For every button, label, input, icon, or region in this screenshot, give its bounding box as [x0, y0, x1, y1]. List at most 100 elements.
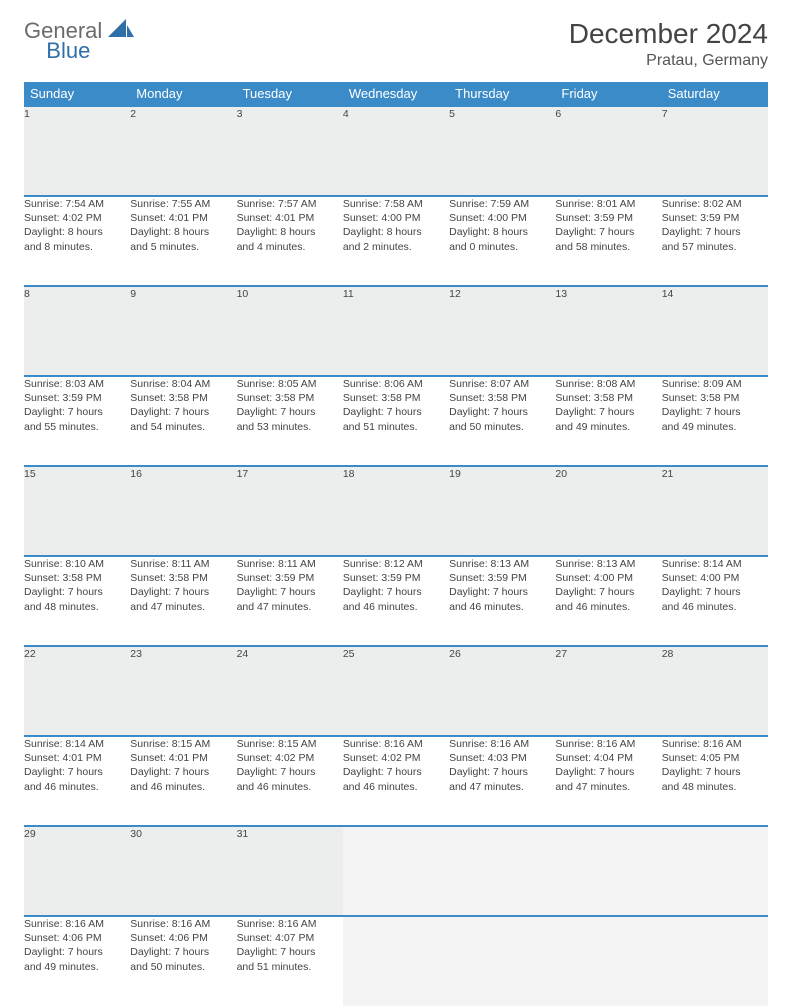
day-number: 16 — [130, 468, 142, 480]
day-data-cell: Sunrise: 8:02 AMSunset: 3:59 PMDaylight:… — [662, 196, 768, 286]
day-data-cell: Sunrise: 8:16 AMSunset: 4:07 PMDaylight:… — [237, 916, 343, 1006]
day-dl2: and 4 minutes. — [237, 240, 343, 254]
day-ss: Sunset: 3:59 PM — [343, 571, 449, 585]
day-data-cell: Sunrise: 8:16 AMSunset: 4:06 PMDaylight:… — [24, 916, 130, 1006]
day-sr: Sunrise: 8:13 AM — [555, 557, 661, 571]
daynum-row: 15161718192021 — [24, 466, 768, 556]
day-ss: Sunset: 3:58 PM — [555, 391, 661, 405]
day-ss: Sunset: 3:59 PM — [449, 571, 555, 585]
day-dl2: and 46 minutes. — [130, 780, 236, 794]
day-data-cell: Sunrise: 8:11 AMSunset: 3:58 PMDaylight:… — [130, 556, 236, 646]
day-number-cell: 13 — [555, 286, 661, 376]
day-data-cell: Sunrise: 8:11 AMSunset: 3:59 PMDaylight:… — [237, 556, 343, 646]
day-dl1: Daylight: 7 hours — [555, 405, 661, 419]
day-dl1: Daylight: 7 hours — [662, 585, 768, 599]
header: General Blue December 2024 Pratau, Germa… — [24, 18, 768, 70]
day-number: 17 — [237, 468, 249, 480]
day-ss: Sunset: 4:01 PM — [24, 751, 130, 765]
day-sr: Sunrise: 8:05 AM — [237, 377, 343, 391]
day-ss: Sunset: 4:02 PM — [24, 211, 130, 225]
day-dl2: and 57 minutes. — [662, 240, 768, 254]
day-dl1: Daylight: 7 hours — [237, 405, 343, 419]
day-dl1: Daylight: 8 hours — [130, 225, 236, 239]
day-dl2: and 2 minutes. — [343, 240, 449, 254]
weekday-header: Monday — [130, 82, 236, 106]
day-data-cell: Sunrise: 8:15 AMSunset: 4:01 PMDaylight:… — [130, 736, 236, 826]
day-ss: Sunset: 3:58 PM — [24, 571, 130, 585]
day-dl1: Daylight: 7 hours — [662, 405, 768, 419]
day-data-cell: Sunrise: 8:16 AMSunset: 4:03 PMDaylight:… — [449, 736, 555, 826]
day-dl2: and 49 minutes. — [555, 420, 661, 434]
day-number-cell: 12 — [449, 286, 555, 376]
day-number: 15 — [24, 468, 36, 480]
day-number-cell: 26 — [449, 646, 555, 736]
day-sr: Sunrise: 8:03 AM — [24, 377, 130, 391]
day-number-cell: 18 — [343, 466, 449, 556]
day-ss: Sunset: 3:58 PM — [343, 391, 449, 405]
day-number-cell — [662, 826, 768, 916]
day-number: 20 — [555, 468, 567, 480]
day-number: 21 — [662, 468, 674, 480]
day-sr: Sunrise: 8:16 AM — [343, 737, 449, 751]
day-sr: Sunrise: 8:15 AM — [130, 737, 236, 751]
day-dl2: and 46 minutes. — [237, 780, 343, 794]
day-data-cell: Sunrise: 7:58 AMSunset: 4:00 PMDaylight:… — [343, 196, 449, 286]
day-number-cell: 7 — [662, 106, 768, 196]
day-data-cell: Sunrise: 8:14 AMSunset: 4:01 PMDaylight:… — [24, 736, 130, 826]
day-number-cell: 9 — [130, 286, 236, 376]
day-data-cell: Sunrise: 8:12 AMSunset: 3:59 PMDaylight:… — [343, 556, 449, 646]
day-ss: Sunset: 3:59 PM — [662, 211, 768, 225]
day-ss: Sunset: 4:03 PM — [449, 751, 555, 765]
day-number: 29 — [24, 828, 36, 840]
day-dl2: and 55 minutes. — [24, 420, 130, 434]
logo-text-blue: Blue — [46, 38, 90, 64]
day-number: 1 — [24, 108, 30, 120]
day-dl1: Daylight: 7 hours — [555, 765, 661, 779]
day-data-cell: Sunrise: 8:10 AMSunset: 3:58 PMDaylight:… — [24, 556, 130, 646]
day-number-cell: 30 — [130, 826, 236, 916]
day-dl2: and 51 minutes. — [343, 420, 449, 434]
day-number: 6 — [555, 108, 561, 120]
day-sr: Sunrise: 7:59 AM — [449, 197, 555, 211]
weekday-header: Saturday — [662, 82, 768, 106]
day-number: 18 — [343, 468, 355, 480]
day-number-cell: 25 — [343, 646, 449, 736]
title-block: December 2024 Pratau, Germany — [569, 18, 768, 70]
day-dl1: Daylight: 7 hours — [449, 765, 555, 779]
day-sr: Sunrise: 8:15 AM — [237, 737, 343, 751]
day-ss: Sunset: 4:06 PM — [130, 931, 236, 945]
day-ss: Sunset: 4:00 PM — [449, 211, 555, 225]
day-number-cell — [449, 826, 555, 916]
day-number: 31 — [237, 828, 249, 840]
weekday-header: Wednesday — [343, 82, 449, 106]
day-dl1: Daylight: 7 hours — [343, 585, 449, 599]
day-dl1: Daylight: 7 hours — [343, 765, 449, 779]
day-dl2: and 47 minutes. — [449, 780, 555, 794]
day-data-cell: Sunrise: 8:16 AMSunset: 4:05 PMDaylight:… — [662, 736, 768, 826]
day-sr: Sunrise: 7:58 AM — [343, 197, 449, 211]
day-number-cell — [555, 826, 661, 916]
day-sr: Sunrise: 8:11 AM — [130, 557, 236, 571]
logo-sail-icon — [108, 19, 134, 44]
day-sr: Sunrise: 8:02 AM — [662, 197, 768, 211]
day-number-cell: 6 — [555, 106, 661, 196]
day-number-cell: 31 — [237, 826, 343, 916]
location-label: Pratau, Germany — [569, 52, 768, 70]
day-number-cell: 22 — [24, 646, 130, 736]
day-sr: Sunrise: 8:16 AM — [237, 917, 343, 931]
day-data-cell: Sunrise: 8:14 AMSunset: 4:00 PMDaylight:… — [662, 556, 768, 646]
day-number-cell — [343, 826, 449, 916]
day-data-cell: Sunrise: 8:15 AMSunset: 4:02 PMDaylight:… — [237, 736, 343, 826]
day-number: 26 — [449, 648, 461, 660]
day-sr: Sunrise: 8:16 AM — [662, 737, 768, 751]
day-number: 22 — [24, 648, 36, 660]
day-dl1: Daylight: 7 hours — [130, 405, 236, 419]
day-dl2: and 49 minutes. — [662, 420, 768, 434]
day-sr: Sunrise: 8:11 AM — [237, 557, 343, 571]
day-ss: Sunset: 3:58 PM — [449, 391, 555, 405]
data-row: Sunrise: 8:03 AMSunset: 3:59 PMDaylight:… — [24, 376, 768, 466]
day-ss: Sunset: 3:58 PM — [130, 391, 236, 405]
data-row: Sunrise: 7:54 AMSunset: 4:02 PMDaylight:… — [24, 196, 768, 286]
day-data-cell: Sunrise: 7:57 AMSunset: 4:01 PMDaylight:… — [237, 196, 343, 286]
day-data-cell: Sunrise: 8:03 AMSunset: 3:59 PMDaylight:… — [24, 376, 130, 466]
